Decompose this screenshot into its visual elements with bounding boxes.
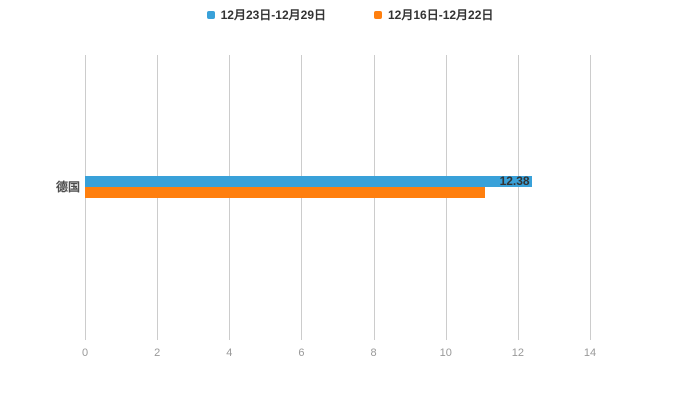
legend-item-label: 12月16日-12月22日 (388, 8, 494, 22)
x-axis-tick-label: 8 (370, 347, 377, 359)
legend: 12月23日-12月29日 12月16日-12月22日 (0, 6, 700, 23)
x-axis-tick-label: 6 (298, 347, 305, 359)
legend-item-series-0[interactable]: 12月23日-12月29日 (206, 6, 326, 23)
gridline (517, 55, 519, 340)
x-axis-tick-label: 4 (226, 347, 233, 359)
legend-marker-icon (374, 10, 382, 19)
category-label: 德国 (55, 180, 80, 194)
legend-marker-icon (206, 10, 215, 19)
bar-value-label: 12.38 (499, 174, 530, 188)
x-axis-tick-label: 2 (154, 347, 161, 359)
bar-series-0[interactable] (85, 176, 532, 187)
legend-item-series-1[interactable]: 12月16日-12月22日 (374, 6, 493, 23)
x-axis-tick-label: 14 (583, 347, 597, 359)
gridline (590, 55, 591, 340)
x-axis-tick-label: 0 (81, 347, 89, 359)
legend-item-label: 12月23日-12月29日 (220, 8, 326, 22)
bar-series-1[interactable] (85, 187, 486, 198)
plot-area: 0 2 4 6 8 10 12 14 12.38 (82, 55, 596, 359)
x-axis-tick-label: 12 (511, 347, 524, 359)
x-axis-tick-label: 10 (439, 347, 452, 359)
